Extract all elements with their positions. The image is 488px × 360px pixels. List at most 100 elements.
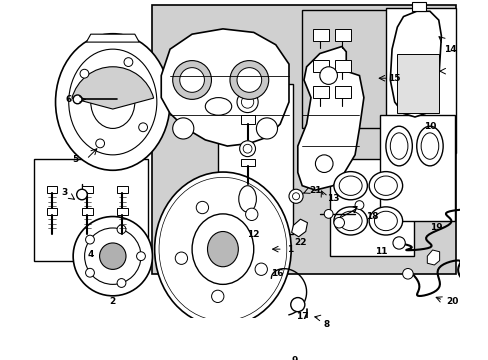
Polygon shape <box>411 3 425 11</box>
Wedge shape <box>72 67 153 109</box>
Bar <box>312 60 328 72</box>
Circle shape <box>239 141 255 157</box>
Bar <box>334 60 350 72</box>
Ellipse shape <box>154 172 290 326</box>
Circle shape <box>319 67 337 84</box>
Circle shape <box>288 189 303 203</box>
Text: 3: 3 <box>61 188 67 197</box>
Ellipse shape <box>205 98 231 115</box>
Text: 9: 9 <box>291 356 298 360</box>
Polygon shape <box>397 54 438 113</box>
Ellipse shape <box>207 231 238 267</box>
Circle shape <box>85 235 94 244</box>
Circle shape <box>402 269 412 279</box>
Text: 7: 7 <box>351 206 358 215</box>
Bar <box>117 186 127 193</box>
Text: 22: 22 <box>294 238 306 247</box>
Ellipse shape <box>368 172 402 200</box>
Circle shape <box>84 228 141 284</box>
Circle shape <box>300 320 312 333</box>
Polygon shape <box>389 11 441 117</box>
Text: 2: 2 <box>109 297 116 306</box>
Text: 17: 17 <box>295 312 308 321</box>
Bar <box>34 159 148 261</box>
Ellipse shape <box>333 172 366 200</box>
Text: 4: 4 <box>87 250 94 259</box>
Circle shape <box>256 118 277 139</box>
Text: 13: 13 <box>326 194 339 203</box>
Text: 1: 1 <box>286 245 292 254</box>
Text: 18: 18 <box>366 212 378 221</box>
Ellipse shape <box>385 126 411 166</box>
Bar <box>379 115 454 221</box>
Circle shape <box>245 208 257 221</box>
Circle shape <box>180 68 204 92</box>
Text: 15: 15 <box>387 74 400 83</box>
Polygon shape <box>86 34 139 42</box>
Bar <box>334 86 350 99</box>
Circle shape <box>175 252 187 264</box>
Bar <box>217 84 292 234</box>
Circle shape <box>117 279 125 287</box>
Circle shape <box>324 210 332 218</box>
Text: 12: 12 <box>247 230 260 239</box>
Circle shape <box>139 123 147 132</box>
Circle shape <box>73 216 152 296</box>
Circle shape <box>237 91 258 113</box>
Bar <box>330 159 413 256</box>
Circle shape <box>241 96 253 108</box>
Bar <box>240 159 254 166</box>
Circle shape <box>315 155 332 172</box>
Ellipse shape <box>339 176 362 195</box>
Text: 11: 11 <box>374 247 387 256</box>
Circle shape <box>354 201 363 210</box>
Bar <box>82 208 92 215</box>
Circle shape <box>117 225 125 234</box>
Bar <box>47 208 57 215</box>
Circle shape <box>255 263 267 275</box>
Ellipse shape <box>159 177 286 321</box>
Ellipse shape <box>238 186 256 212</box>
Text: 5: 5 <box>72 155 78 164</box>
Circle shape <box>172 118 193 139</box>
Bar <box>312 29 328 41</box>
Bar <box>385 8 455 153</box>
Circle shape <box>136 252 145 261</box>
Ellipse shape <box>389 133 407 159</box>
Circle shape <box>73 95 82 104</box>
Ellipse shape <box>416 126 442 166</box>
Ellipse shape <box>374 176 397 195</box>
Ellipse shape <box>374 211 397 231</box>
Bar <box>302 9 416 129</box>
Ellipse shape <box>333 207 366 235</box>
Circle shape <box>292 193 299 200</box>
Bar <box>117 208 127 215</box>
Ellipse shape <box>420 133 438 159</box>
Polygon shape <box>291 219 307 237</box>
Circle shape <box>470 221 485 235</box>
Circle shape <box>290 298 304 312</box>
Text: 10: 10 <box>423 122 435 131</box>
Circle shape <box>462 280 476 294</box>
Circle shape <box>237 68 261 92</box>
Text: 21: 21 <box>308 186 321 195</box>
Circle shape <box>211 290 224 302</box>
Text: 19: 19 <box>429 224 442 233</box>
Ellipse shape <box>91 76 135 129</box>
Circle shape <box>295 343 305 354</box>
Text: 16: 16 <box>271 269 283 278</box>
Text: 20: 20 <box>445 297 457 306</box>
Circle shape <box>333 217 344 228</box>
Ellipse shape <box>368 207 402 235</box>
Bar <box>312 86 328 99</box>
Polygon shape <box>297 46 363 190</box>
Circle shape <box>196 201 208 214</box>
Bar <box>152 5 455 274</box>
Circle shape <box>392 237 405 249</box>
Text: 8: 8 <box>323 320 329 329</box>
Circle shape <box>100 243 126 269</box>
Bar <box>240 115 254 124</box>
Ellipse shape <box>339 211 362 231</box>
Circle shape <box>96 139 104 148</box>
Polygon shape <box>161 29 288 146</box>
